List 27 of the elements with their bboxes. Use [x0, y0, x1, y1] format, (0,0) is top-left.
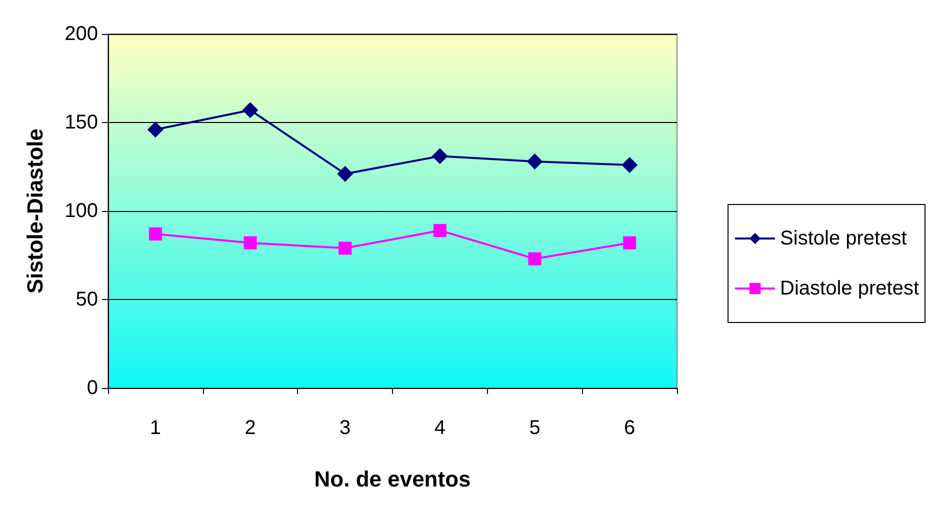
- point: [337, 166, 354, 182]
- point: [244, 236, 257, 250]
- y-axis-title: Sistole-Diastole: [22, 128, 48, 294]
- x-tick-label: 2: [244, 417, 256, 439]
- y-tick-label: 50: [76, 288, 98, 310]
- y-tick-label: 150: [64, 112, 98, 134]
- x-tick-label: 3: [340, 417, 351, 439]
- point: [242, 102, 258, 118]
- x-tick-label: 4: [434, 417, 446, 439]
- point: [148, 228, 162, 241]
- x-tick-label: 1: [150, 417, 161, 439]
- legend-label: Sistole pretest: [780, 228, 908, 250]
- x-tick-label: 6: [624, 417, 636, 439]
- point: [433, 224, 446, 237]
- y-tick-label: 0: [86, 377, 98, 399]
- point: [338, 242, 352, 255]
- point: [147, 122, 164, 138]
- x-axis-title: No. de eventos: [314, 466, 471, 492]
- point: [528, 252, 542, 266]
- point: [623, 236, 636, 250]
- point: [526, 153, 543, 170]
- legend-label: Diastole pretest: [780, 278, 920, 300]
- x-tick-label: 5: [529, 417, 540, 439]
- point: [432, 148, 448, 164]
- point: [622, 156, 638, 173]
- y-tick-label: 100: [64, 200, 98, 222]
- y-tick-label: 200: [64, 23, 98, 45]
